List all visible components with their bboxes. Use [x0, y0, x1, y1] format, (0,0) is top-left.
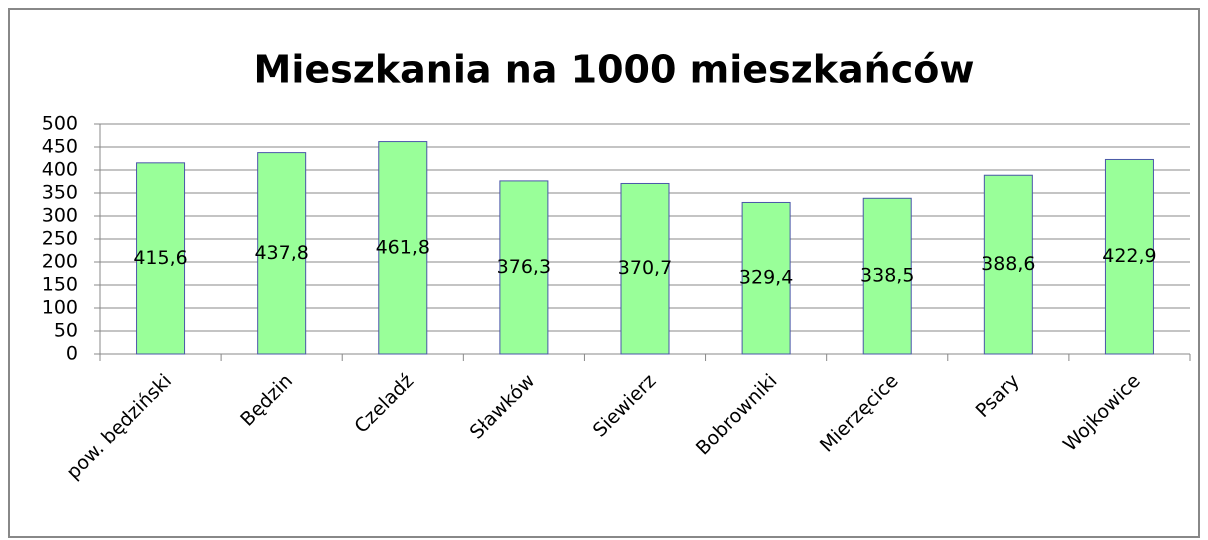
y-tick-label: 300	[42, 205, 78, 227]
y-tick-label: 150	[42, 274, 78, 296]
y-tick-label: 200	[42, 251, 78, 273]
bar	[257, 152, 307, 355]
data-label: 388,6	[981, 253, 1035, 275]
y-tick-label: 450	[42, 136, 78, 158]
bar	[499, 180, 549, 355]
data-label: 422,9	[1102, 245, 1156, 267]
data-label: 376,3	[497, 256, 551, 278]
data-label: 437,8	[254, 242, 308, 264]
data-label: 415,6	[133, 247, 187, 269]
y-tick-label: 350	[42, 182, 78, 204]
bar	[741, 201, 791, 355]
bar	[620, 182, 670, 355]
y-tick-label: 100	[42, 297, 78, 319]
data-label: 370,7	[618, 257, 672, 279]
data-label: 461,8	[376, 236, 430, 258]
bar	[378, 141, 428, 355]
y-tick-label: 400	[42, 159, 78, 181]
bar	[983, 174, 1033, 355]
y-tick-label: 50	[54, 320, 78, 342]
chart-title: Mieszkania na 1000 mieszkańców	[254, 48, 975, 92]
data-label: 338,5	[860, 265, 914, 287]
bar	[136, 162, 186, 355]
bar	[1104, 158, 1154, 355]
y-tick-label: 250	[42, 228, 78, 250]
bar	[862, 197, 912, 355]
y-tick-label: 500	[42, 113, 78, 135]
data-label: 329,4	[739, 267, 793, 289]
y-tick-label: 0	[66, 343, 78, 365]
